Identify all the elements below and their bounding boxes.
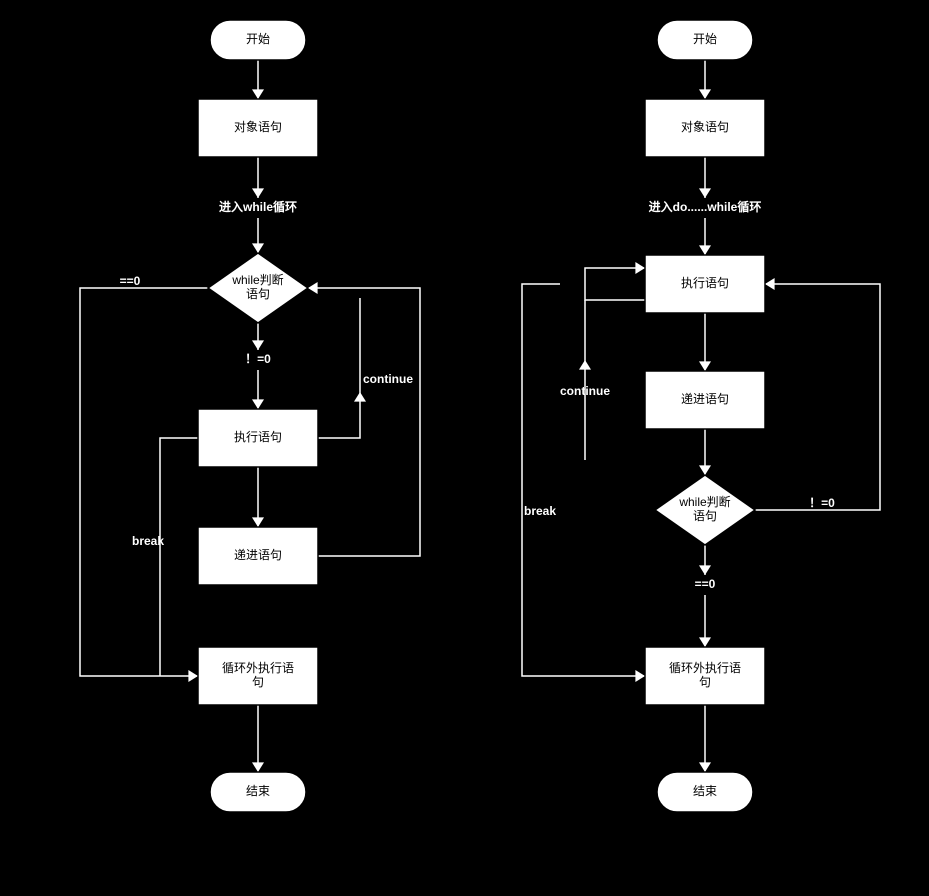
svg-text:执行语句: 执行语句 xyxy=(681,276,729,290)
svg-text:执行语句: 执行语句 xyxy=(234,430,282,444)
edge-label: break xyxy=(524,504,556,518)
svg-text:==0: ==0 xyxy=(695,577,716,591)
svg-text:！=0: ！=0 xyxy=(245,352,271,366)
node-outer: 循环外执行语句 xyxy=(645,647,765,705)
svg-text:对象语句: 对象语句 xyxy=(234,120,282,134)
node-end: 结束 xyxy=(657,772,753,812)
node-cond: while判断语句 xyxy=(655,475,755,545)
edge-label: ==0 xyxy=(120,274,141,288)
node-exec: 执行语句 xyxy=(198,409,318,467)
svg-text:while判断: while判断 xyxy=(678,494,730,509)
node-neq: ！=0 xyxy=(245,352,271,366)
svg-text:语句: 语句 xyxy=(246,287,270,301)
svg-text:开始: 开始 xyxy=(246,32,270,46)
node-enter: 进入while循环 xyxy=(219,199,297,214)
node-incr: 递进语句 xyxy=(198,527,318,585)
svg-text:对象语句: 对象语句 xyxy=(681,120,729,134)
node-end: 结束 xyxy=(210,772,306,812)
svg-text:进入while循环: 进入while循环 xyxy=(219,199,297,214)
edge-label: ！=0 xyxy=(809,496,835,510)
node-enter: 进入do......while循环 xyxy=(649,199,762,214)
svg-text:递进语句: 递进语句 xyxy=(234,548,282,562)
node-start: 开始 xyxy=(657,20,753,60)
node-start: 开始 xyxy=(210,20,306,60)
svg-text:开始: 开始 xyxy=(693,32,717,46)
node-eq: ==0 xyxy=(695,577,716,591)
svg-text:递进语句: 递进语句 xyxy=(681,392,729,406)
node-outer: 循环外执行语句 xyxy=(198,647,318,705)
edge-label: continue xyxy=(363,372,413,386)
node-obj: 对象语句 xyxy=(198,99,318,157)
node-cond: while判断语句 xyxy=(208,253,308,323)
svg-text:句: 句 xyxy=(252,675,264,689)
svg-text:循环外执行语: 循环外执行语 xyxy=(222,661,294,675)
flowchart-canvas: continue==0break开始对象语句进入while循环while判断语句… xyxy=(0,0,929,896)
svg-text:进入do......while循环: 进入do......while循环 xyxy=(649,199,762,214)
svg-text:句: 句 xyxy=(699,675,711,689)
edge-label: break xyxy=(132,534,164,548)
svg-text:语句: 语句 xyxy=(693,509,717,523)
svg-text:结束: 结束 xyxy=(246,784,270,798)
svg-text:结束: 结束 xyxy=(693,784,717,798)
svg-text:循环外执行语: 循环外执行语 xyxy=(669,661,741,675)
node-incr: 递进语句 xyxy=(645,371,765,429)
node-obj: 对象语句 xyxy=(645,99,765,157)
node-exec: 执行语句 xyxy=(645,255,765,313)
svg-text:while判断: while判断 xyxy=(231,272,283,287)
